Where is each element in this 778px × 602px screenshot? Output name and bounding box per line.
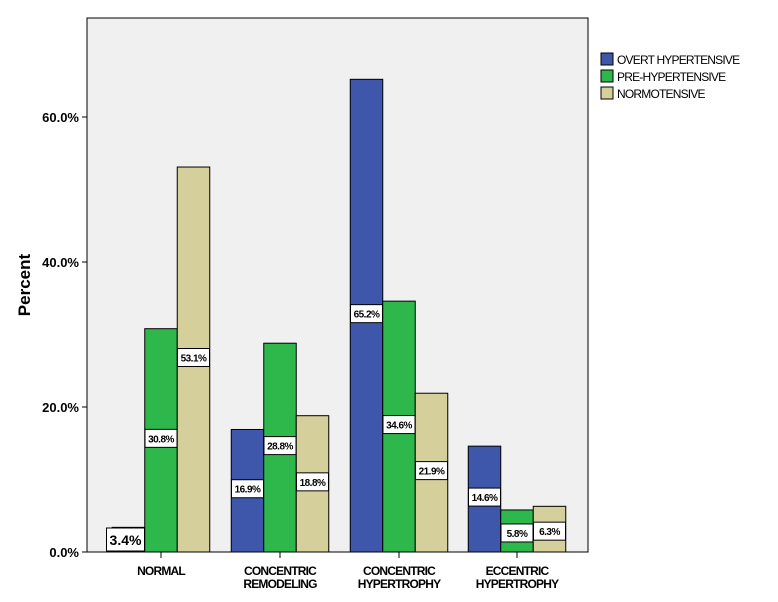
data-label: 14.6% — [472, 493, 498, 504]
data-label-box — [296, 472, 329, 492]
y-tick-label: 20.0% — [42, 400, 79, 415]
data-label-box — [533, 521, 566, 541]
y-tick-label: 40.0% — [42, 255, 79, 270]
x-tick-label: CONCENTRIC — [244, 564, 317, 578]
data-label: 30.8% — [148, 434, 174, 445]
data-label: 16.9% — [235, 485, 261, 496]
x-tick-label: HYPERTROPHY — [358, 577, 441, 591]
x-tick-label: ECCENTRIC — [486, 564, 550, 578]
data-label: 34.6% — [386, 421, 412, 432]
legend: OVERT HYPERTENSIVE PRE-HYPERTENSIVE NORMOT… — [600, 52, 741, 101]
data-label: 65.2% — [354, 310, 380, 321]
y-axis-label: Percent — [15, 253, 34, 316]
legend-swatch — [600, 52, 614, 66]
x-tick-label: HYPERTROPHY — [476, 577, 559, 591]
legend-label: OVERT HYPERTENSIVE — [617, 53, 740, 67]
data-label: 28.8% — [267, 442, 293, 453]
data-label-box — [106, 527, 145, 552]
y-tick-label: 60.0% — [42, 110, 79, 125]
data-label: 5.8% — [507, 529, 528, 540]
data-label-box — [415, 461, 448, 481]
x-tick-label: CONCENTRIC — [363, 564, 436, 578]
data-label-box — [231, 479, 264, 499]
data-label: 21.9% — [419, 467, 445, 478]
x-tick-label: REMODELING — [243, 577, 317, 591]
data-label-box — [177, 348, 210, 368]
data-label: 18.8% — [300, 478, 326, 489]
y-tick-label: 0.0% — [49, 545, 79, 560]
data-label: 6.3% — [539, 527, 560, 538]
data-label-box — [263, 436, 297, 456]
legend-label: NORMOTENSIVE — [617, 87, 706, 101]
legend-label: PRE-HYPERTENSIVE — [617, 70, 726, 84]
data-label: 53.1% — [181, 354, 207, 365]
data-label-box — [382, 415, 416, 435]
x-tick-label: NORMAL — [137, 564, 185, 578]
data-label-box — [144, 428, 178, 448]
data-label-box — [468, 487, 501, 507]
data-label: 3.4% — [110, 532, 142, 548]
data-label-box — [350, 304, 383, 324]
legend-swatch — [600, 86, 614, 100]
legend-swatch — [600, 69, 614, 83]
